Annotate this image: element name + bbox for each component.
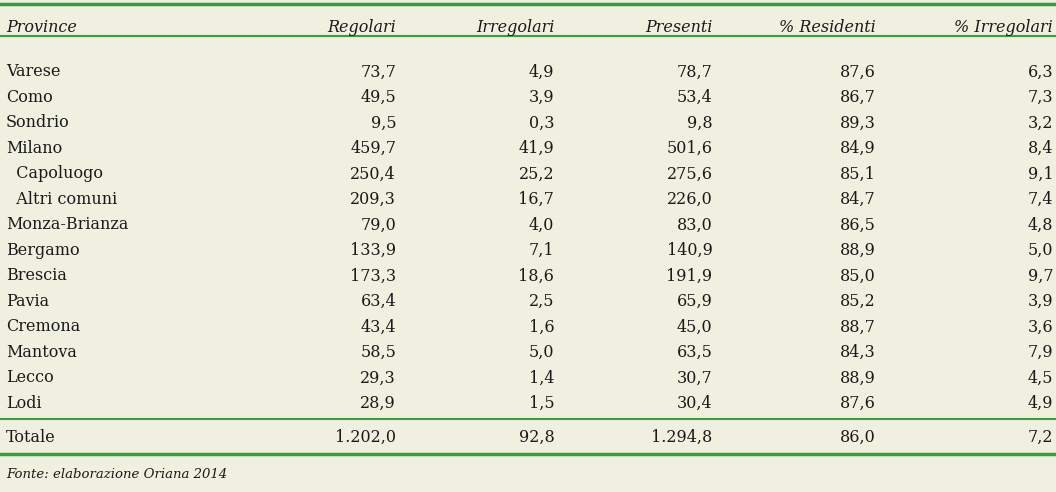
Text: 85,2: 85,2 [841, 293, 876, 310]
Text: 89,3: 89,3 [841, 114, 876, 131]
Text: 6,3: 6,3 [1027, 63, 1053, 80]
Text: 7,9: 7,9 [1027, 344, 1053, 361]
Text: 1,6: 1,6 [529, 318, 554, 336]
Text: Monza-Brianza: Monza-Brianza [6, 216, 129, 233]
Text: 16,7: 16,7 [518, 191, 554, 208]
Text: Totale: Totale [6, 429, 56, 446]
Text: Milano: Milano [6, 140, 62, 157]
Text: 85,0: 85,0 [841, 268, 876, 284]
Text: 28,9: 28,9 [360, 395, 396, 412]
Text: 65,9: 65,9 [677, 293, 713, 310]
Text: 88,9: 88,9 [841, 242, 876, 259]
Text: 1.202,0: 1.202,0 [335, 429, 396, 446]
Text: Sondrio: Sondrio [6, 114, 70, 131]
Text: 83,0: 83,0 [677, 216, 713, 233]
Text: Lecco: Lecco [6, 369, 54, 387]
Text: % Irregolari: % Irregolari [955, 19, 1053, 36]
Text: 0,3: 0,3 [529, 114, 554, 131]
Text: 92,8: 92,8 [518, 429, 554, 446]
Text: Varese: Varese [6, 63, 60, 80]
Text: 7,2: 7,2 [1027, 429, 1053, 446]
Text: % Residenti: % Residenti [779, 19, 876, 36]
Text: 58,5: 58,5 [360, 344, 396, 361]
Text: 1,5: 1,5 [529, 395, 554, 412]
Text: Capoluogo: Capoluogo [6, 165, 103, 183]
Text: 9,1: 9,1 [1027, 165, 1053, 183]
Text: 3,6: 3,6 [1027, 318, 1053, 336]
Text: Pavia: Pavia [6, 293, 49, 310]
Text: 140,9: 140,9 [666, 242, 713, 259]
Text: 25,2: 25,2 [518, 165, 554, 183]
Text: 226,0: 226,0 [666, 191, 713, 208]
Text: 30,7: 30,7 [677, 369, 713, 387]
Text: 78,7: 78,7 [677, 63, 713, 80]
Text: Brescia: Brescia [6, 268, 67, 284]
Text: 84,9: 84,9 [841, 140, 876, 157]
Text: 18,6: 18,6 [518, 268, 554, 284]
Text: 5,0: 5,0 [1027, 242, 1053, 259]
Text: Mantova: Mantova [6, 344, 77, 361]
Text: 84,3: 84,3 [841, 344, 876, 361]
Text: 9,7: 9,7 [1027, 268, 1053, 284]
Text: 43,4: 43,4 [360, 318, 396, 336]
Text: 87,6: 87,6 [841, 395, 876, 412]
Text: 45,0: 45,0 [677, 318, 713, 336]
Text: 2,5: 2,5 [529, 293, 554, 310]
Text: 30,4: 30,4 [677, 395, 713, 412]
Text: Bergamo: Bergamo [6, 242, 79, 259]
Text: 9,5: 9,5 [371, 114, 396, 131]
Text: 1,4: 1,4 [529, 369, 554, 387]
Text: 79,0: 79,0 [360, 216, 396, 233]
Text: 3,9: 3,9 [1027, 293, 1053, 310]
Text: 63,5: 63,5 [677, 344, 713, 361]
Text: 85,1: 85,1 [841, 165, 876, 183]
Text: Fonte: elaborazione Oriana 2014: Fonte: elaborazione Oriana 2014 [6, 468, 227, 481]
Text: 63,4: 63,4 [360, 293, 396, 310]
Text: Cremona: Cremona [6, 318, 80, 336]
Text: 4,5: 4,5 [1027, 369, 1053, 387]
Text: 7,4: 7,4 [1027, 191, 1053, 208]
Text: 86,7: 86,7 [841, 89, 876, 106]
Text: 191,9: 191,9 [666, 268, 713, 284]
Text: 1.294,8: 1.294,8 [652, 429, 713, 446]
Text: 459,7: 459,7 [351, 140, 396, 157]
Text: 29,3: 29,3 [360, 369, 396, 387]
Text: 4,9: 4,9 [1027, 395, 1053, 412]
Text: 133,9: 133,9 [350, 242, 396, 259]
Text: 250,4: 250,4 [351, 165, 396, 183]
Text: 7,3: 7,3 [1027, 89, 1053, 106]
Text: 4,9: 4,9 [529, 63, 554, 80]
Text: 4,8: 4,8 [1027, 216, 1053, 233]
Text: Regolari: Regolari [327, 19, 396, 36]
Text: 84,7: 84,7 [841, 191, 876, 208]
Text: 209,3: 209,3 [351, 191, 396, 208]
Text: 501,6: 501,6 [666, 140, 713, 157]
Text: 49,5: 49,5 [360, 89, 396, 106]
Text: 3,2: 3,2 [1027, 114, 1053, 131]
Text: 87,6: 87,6 [841, 63, 876, 80]
Text: 173,3: 173,3 [350, 268, 396, 284]
Text: 53,4: 53,4 [677, 89, 713, 106]
Text: 7,1: 7,1 [529, 242, 554, 259]
Text: Province: Province [6, 19, 77, 36]
Text: 86,0: 86,0 [841, 429, 876, 446]
Text: 73,7: 73,7 [360, 63, 396, 80]
Text: Altri comuni: Altri comuni [6, 191, 117, 208]
Text: 86,5: 86,5 [841, 216, 876, 233]
Text: 275,6: 275,6 [666, 165, 713, 183]
Text: 5,0: 5,0 [529, 344, 554, 361]
Text: 88,9: 88,9 [841, 369, 876, 387]
Text: Presenti: Presenti [645, 19, 713, 36]
Text: 88,7: 88,7 [841, 318, 876, 336]
Text: Lodi: Lodi [6, 395, 41, 412]
Text: Irregolari: Irregolari [476, 19, 554, 36]
Text: Como: Como [6, 89, 53, 106]
Text: 41,9: 41,9 [518, 140, 554, 157]
Text: 8,4: 8,4 [1027, 140, 1053, 157]
Text: 9,8: 9,8 [687, 114, 713, 131]
Text: 3,9: 3,9 [529, 89, 554, 106]
Text: 4,0: 4,0 [529, 216, 554, 233]
